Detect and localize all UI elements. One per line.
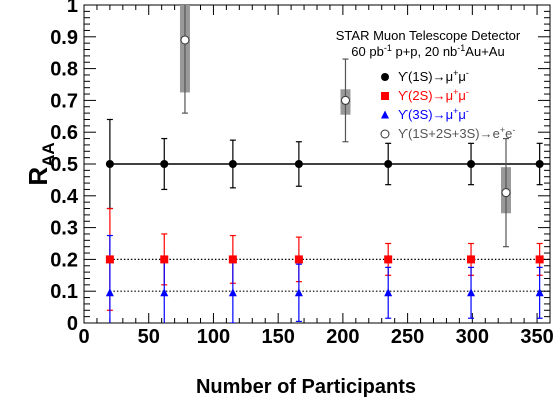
legend-label-part: μ — [458, 88, 466, 103]
data-point — [228, 255, 237, 264]
legend-label-part: ϒ(2S)→μ — [398, 88, 453, 103]
data-point — [294, 255, 303, 264]
legend-label-part: - — [466, 87, 469, 97]
y-axis-title: RAA — [23, 142, 58, 185]
data-point — [160, 255, 169, 264]
data-point — [160, 288, 169, 297]
legend-label-part: ϒ(1S)→μ — [398, 69, 453, 84]
y-axis-title-main: R — [23, 167, 53, 186]
x-tick-label: 100 — [197, 326, 230, 348]
data-point — [105, 288, 114, 297]
legend-label-part: ϒ(3S)→μ — [398, 107, 453, 122]
axis-ticks — [83, 4, 550, 324]
y-tick-label: 0.4 — [50, 186, 79, 208]
data-point — [384, 288, 393, 297]
y-tick-label: 0.9 — [50, 27, 78, 49]
data-point — [160, 160, 169, 168]
legend-label-part: e — [505, 126, 512, 141]
x-tick-label: 250 — [391, 326, 424, 348]
legend-label: ϒ(3S)→μ+μ- — [398, 106, 469, 122]
data-markers — [105, 35, 544, 297]
y-tick-label: 0.5 — [50, 154, 78, 176]
legend-label: ϒ(1S)→μ+μ- — [398, 68, 469, 84]
data-point — [467, 255, 476, 264]
y-tick-label: 0.2 — [50, 249, 78, 271]
legend-label-part: ϒ(1S+2S+3S)→e — [398, 126, 500, 141]
data-point — [228, 288, 237, 297]
data-point — [340, 95, 350, 105]
header-exp-aa: -1 — [457, 43, 465, 53]
data-point — [180, 35, 190, 45]
data-point — [384, 160, 393, 168]
legend-label-part: + — [453, 87, 458, 97]
data-point — [535, 255, 544, 264]
data-point — [228, 160, 237, 168]
y-tick-label: 0.8 — [50, 59, 78, 81]
data-point — [105, 255, 114, 264]
reference-lines — [109, 163, 550, 292]
x-tick-label: 200 — [326, 326, 359, 348]
legend-marker — [380, 129, 390, 139]
y-tick-label: 0 — [67, 313, 78, 335]
legend-label: ϒ(1S+2S+3S)→e+e- — [398, 125, 515, 141]
data-point — [294, 160, 303, 168]
legend-marker — [381, 73, 389, 81]
y-tick-label: 0.7 — [50, 90, 78, 112]
y-axis-title-sub: AA — [39, 142, 58, 167]
x-tick-label: 50 — [138, 326, 160, 348]
data-point — [467, 288, 476, 297]
x-tick-label: 300 — [456, 326, 489, 348]
header-exp-pp: -1 — [384, 43, 392, 53]
x-tick-label: 350 — [520, 326, 553, 348]
legend-label-part: μ — [458, 69, 466, 84]
data-point — [535, 160, 544, 168]
legend-label-part: - — [512, 125, 515, 135]
y-tick-label: 0.3 — [50, 218, 78, 240]
data-point — [294, 288, 303, 297]
tick-labels: 0 50 100 150 200 250 300 350 0 0.1 0.2 0.3 0.4 0.5 0.6… — [50, 0, 554, 348]
legend-label-part: + — [500, 125, 505, 135]
x-tick-label: 150 — [261, 326, 294, 348]
y-tick-label: 1 — [67, 0, 78, 17]
y-tick-label: 0.1 — [50, 281, 78, 303]
legend-label: ϒ(2S)→μ+μ- — [398, 87, 469, 103]
data-point — [105, 160, 114, 168]
legend-label-part: + — [453, 106, 458, 116]
x-axis-title: Number of Participants — [196, 376, 416, 398]
legend-label-part: + — [453, 68, 458, 78]
data-point — [467, 160, 476, 168]
data-point — [501, 188, 511, 198]
legend-label-part: - — [466, 68, 469, 78]
header-text-aa: Au+Au — [465, 44, 504, 59]
legend-label-part: - — [466, 106, 469, 116]
header-line1: STAR Muon Telescope Detector — [336, 28, 521, 43]
legend: ϒ(1S)→μ+μ-ϒ(2S)→μ+μ-ϒ(3S)→μ+μ-ϒ(1S+2S+3S… — [380, 68, 515, 141]
header-line2: 60 pb-1 p+p, 20 nb-1Au+Au — [351, 43, 504, 59]
data-point — [384, 255, 393, 264]
legend-marker — [381, 110, 389, 119]
header-lumi-pp: 60 pb — [351, 44, 384, 59]
y-tick-label: 0.6 — [50, 122, 78, 144]
legend-label-part: μ — [458, 107, 466, 122]
legend-marker — [381, 92, 389, 100]
data-point — [535, 288, 544, 297]
x-tick-label: 0 — [78, 326, 89, 348]
header-text-pp: p+p, 20 nb — [392, 44, 457, 59]
